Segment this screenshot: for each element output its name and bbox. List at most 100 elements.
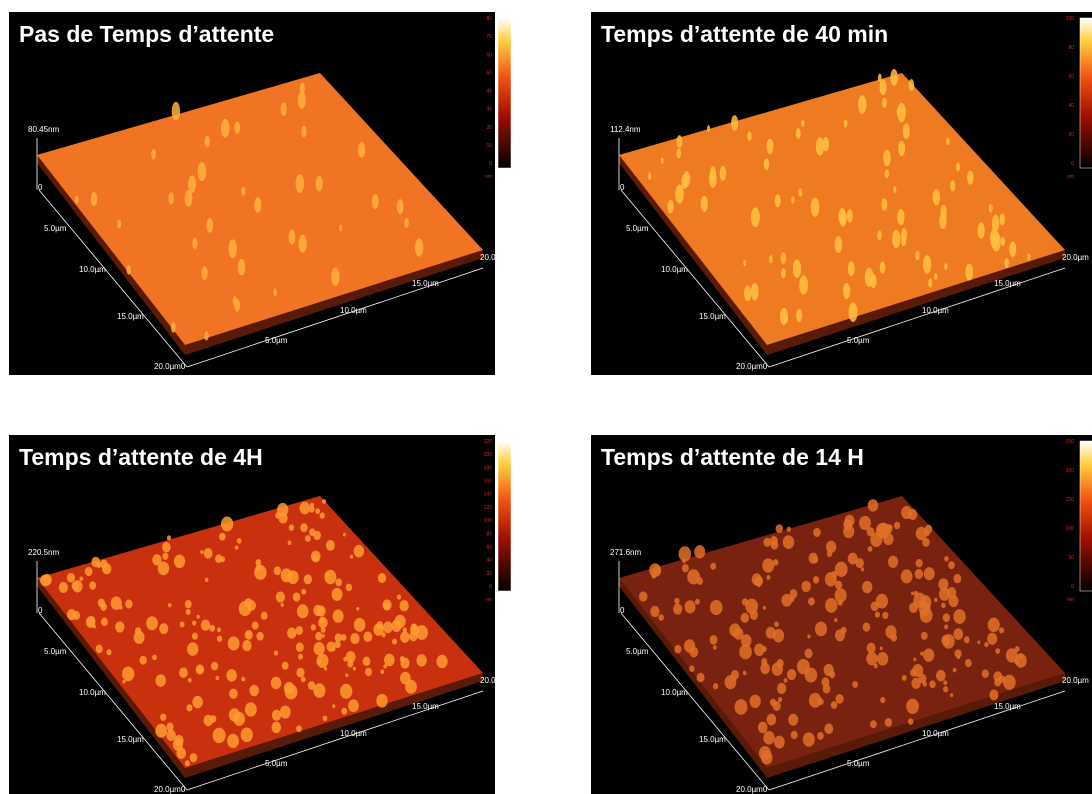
surface-feature bbox=[273, 288, 278, 297]
surface-feature bbox=[710, 562, 717, 570]
axis-label: 10.0µm bbox=[79, 265, 106, 274]
surface-feature bbox=[952, 667, 957, 673]
surface-feature bbox=[760, 662, 770, 675]
surface-feature bbox=[817, 731, 824, 740]
surface-feature bbox=[843, 119, 848, 128]
surface-feature bbox=[303, 574, 313, 585]
surface-feature bbox=[650, 605, 660, 618]
surface-feature bbox=[781, 268, 786, 279]
surface-feature bbox=[325, 571, 330, 577]
surface-feature bbox=[888, 524, 893, 530]
colorbar-tick: 70 bbox=[486, 34, 492, 40]
surface-feature bbox=[790, 730, 798, 740]
surface-feature bbox=[197, 162, 207, 182]
surface-feature bbox=[815, 137, 825, 156]
surface-feature bbox=[220, 118, 230, 138]
surface-feature bbox=[215, 675, 220, 681]
colorbar-unit: nm bbox=[485, 174, 492, 180]
surface-feature bbox=[234, 545, 239, 550]
surface-feature bbox=[332, 704, 336, 709]
surface-feature bbox=[313, 530, 322, 541]
surface-feature bbox=[875, 593, 888, 609]
surface-feature bbox=[216, 627, 221, 633]
surface-feature bbox=[914, 568, 924, 580]
surface-feature bbox=[761, 645, 767, 653]
surface-feature bbox=[761, 657, 768, 666]
surface-feature bbox=[227, 636, 240, 651]
height-label: 112.4nm bbox=[610, 125, 641, 134]
surface-feature bbox=[910, 591, 915, 596]
colorbar-tick: 40 bbox=[486, 558, 492, 564]
surface-feature bbox=[362, 656, 371, 667]
surface-feature bbox=[436, 654, 448, 669]
axis-label: 5.0µm bbox=[44, 647, 67, 656]
surface-feature bbox=[734, 699, 748, 715]
surface-feature bbox=[862, 622, 871, 632]
surface-feature bbox=[301, 125, 307, 138]
surface-feature bbox=[847, 260, 855, 277]
surface-feature bbox=[339, 683, 353, 699]
surface-feature bbox=[855, 558, 864, 569]
surface-feature bbox=[762, 558, 775, 573]
surface-feature bbox=[808, 597, 815, 606]
surface-feature bbox=[171, 101, 181, 121]
axis-line bbox=[620, 612, 770, 791]
surface-feature bbox=[902, 123, 910, 140]
afm-panel: Temps d’attente de 4H 220.5nm 0 5.0µm 10.0µm… bbox=[9, 435, 512, 794]
axis-label: 5.0µm bbox=[626, 224, 649, 233]
surface-feature bbox=[179, 621, 185, 628]
colorbar-tick: 80 bbox=[486, 531, 492, 537]
surface-feature bbox=[771, 662, 783, 676]
surface-feature bbox=[919, 595, 932, 610]
surface-feature bbox=[879, 261, 886, 274]
axis-line bbox=[38, 189, 188, 368]
surface-feature bbox=[782, 535, 795, 550]
surface-feature bbox=[316, 659, 322, 665]
surface-side bbox=[619, 155, 1065, 355]
surface-feature bbox=[411, 623, 417, 631]
surface-feature bbox=[173, 554, 186, 569]
surface-feature bbox=[206, 218, 214, 233]
surface-feature bbox=[187, 642, 199, 656]
surface-feature bbox=[299, 82, 305, 95]
surface-feature bbox=[763, 158, 770, 171]
surface-feature bbox=[676, 135, 683, 148]
surface-feature bbox=[988, 203, 993, 213]
surface-feature bbox=[709, 599, 723, 616]
surface-feature bbox=[1009, 241, 1017, 258]
surface-feature bbox=[840, 626, 847, 634]
surface-feature bbox=[115, 621, 125, 633]
surface-feature bbox=[935, 669, 946, 682]
axis-label: 5.0µm bbox=[847, 336, 870, 345]
surface-feature bbox=[707, 125, 711, 132]
axis-label: 10.0µm bbox=[922, 729, 949, 738]
surface-feature bbox=[414, 238, 424, 257]
surface-feature bbox=[273, 566, 282, 576]
surface-feature bbox=[681, 564, 689, 573]
surface-feature bbox=[160, 713, 167, 721]
surface-feature bbox=[844, 514, 855, 527]
surface-feature bbox=[201, 266, 208, 281]
surface-feature bbox=[907, 718, 914, 725]
surface-feature bbox=[866, 651, 878, 666]
colorbar-tick: 120 bbox=[484, 505, 493, 511]
surface-feature bbox=[943, 680, 948, 686]
surface-feature bbox=[209, 624, 216, 632]
surface-feature bbox=[271, 709, 282, 721]
axis-label: 20.0µm0 bbox=[736, 785, 768, 794]
surface-feature bbox=[166, 729, 176, 742]
axis-label: 5.0µm bbox=[44, 224, 67, 233]
surface-feature bbox=[227, 733, 239, 749]
surface-feature bbox=[1014, 653, 1027, 668]
surface-feature bbox=[807, 634, 811, 639]
axis-label: 15.0µm bbox=[994, 702, 1021, 711]
surface-feature bbox=[772, 628, 785, 643]
surface-feature bbox=[292, 592, 301, 602]
surface-feature bbox=[380, 669, 385, 675]
surface-feature bbox=[882, 611, 889, 620]
colorbar-tick: 0 bbox=[1071, 584, 1074, 590]
surface-feature bbox=[192, 620, 197, 626]
surface-feature bbox=[678, 546, 692, 562]
afm-panel: Pas de Temps d’attente 80.45nm 0 5.0µm 10.0µ… bbox=[9, 12, 512, 375]
surface-feature bbox=[74, 195, 79, 204]
